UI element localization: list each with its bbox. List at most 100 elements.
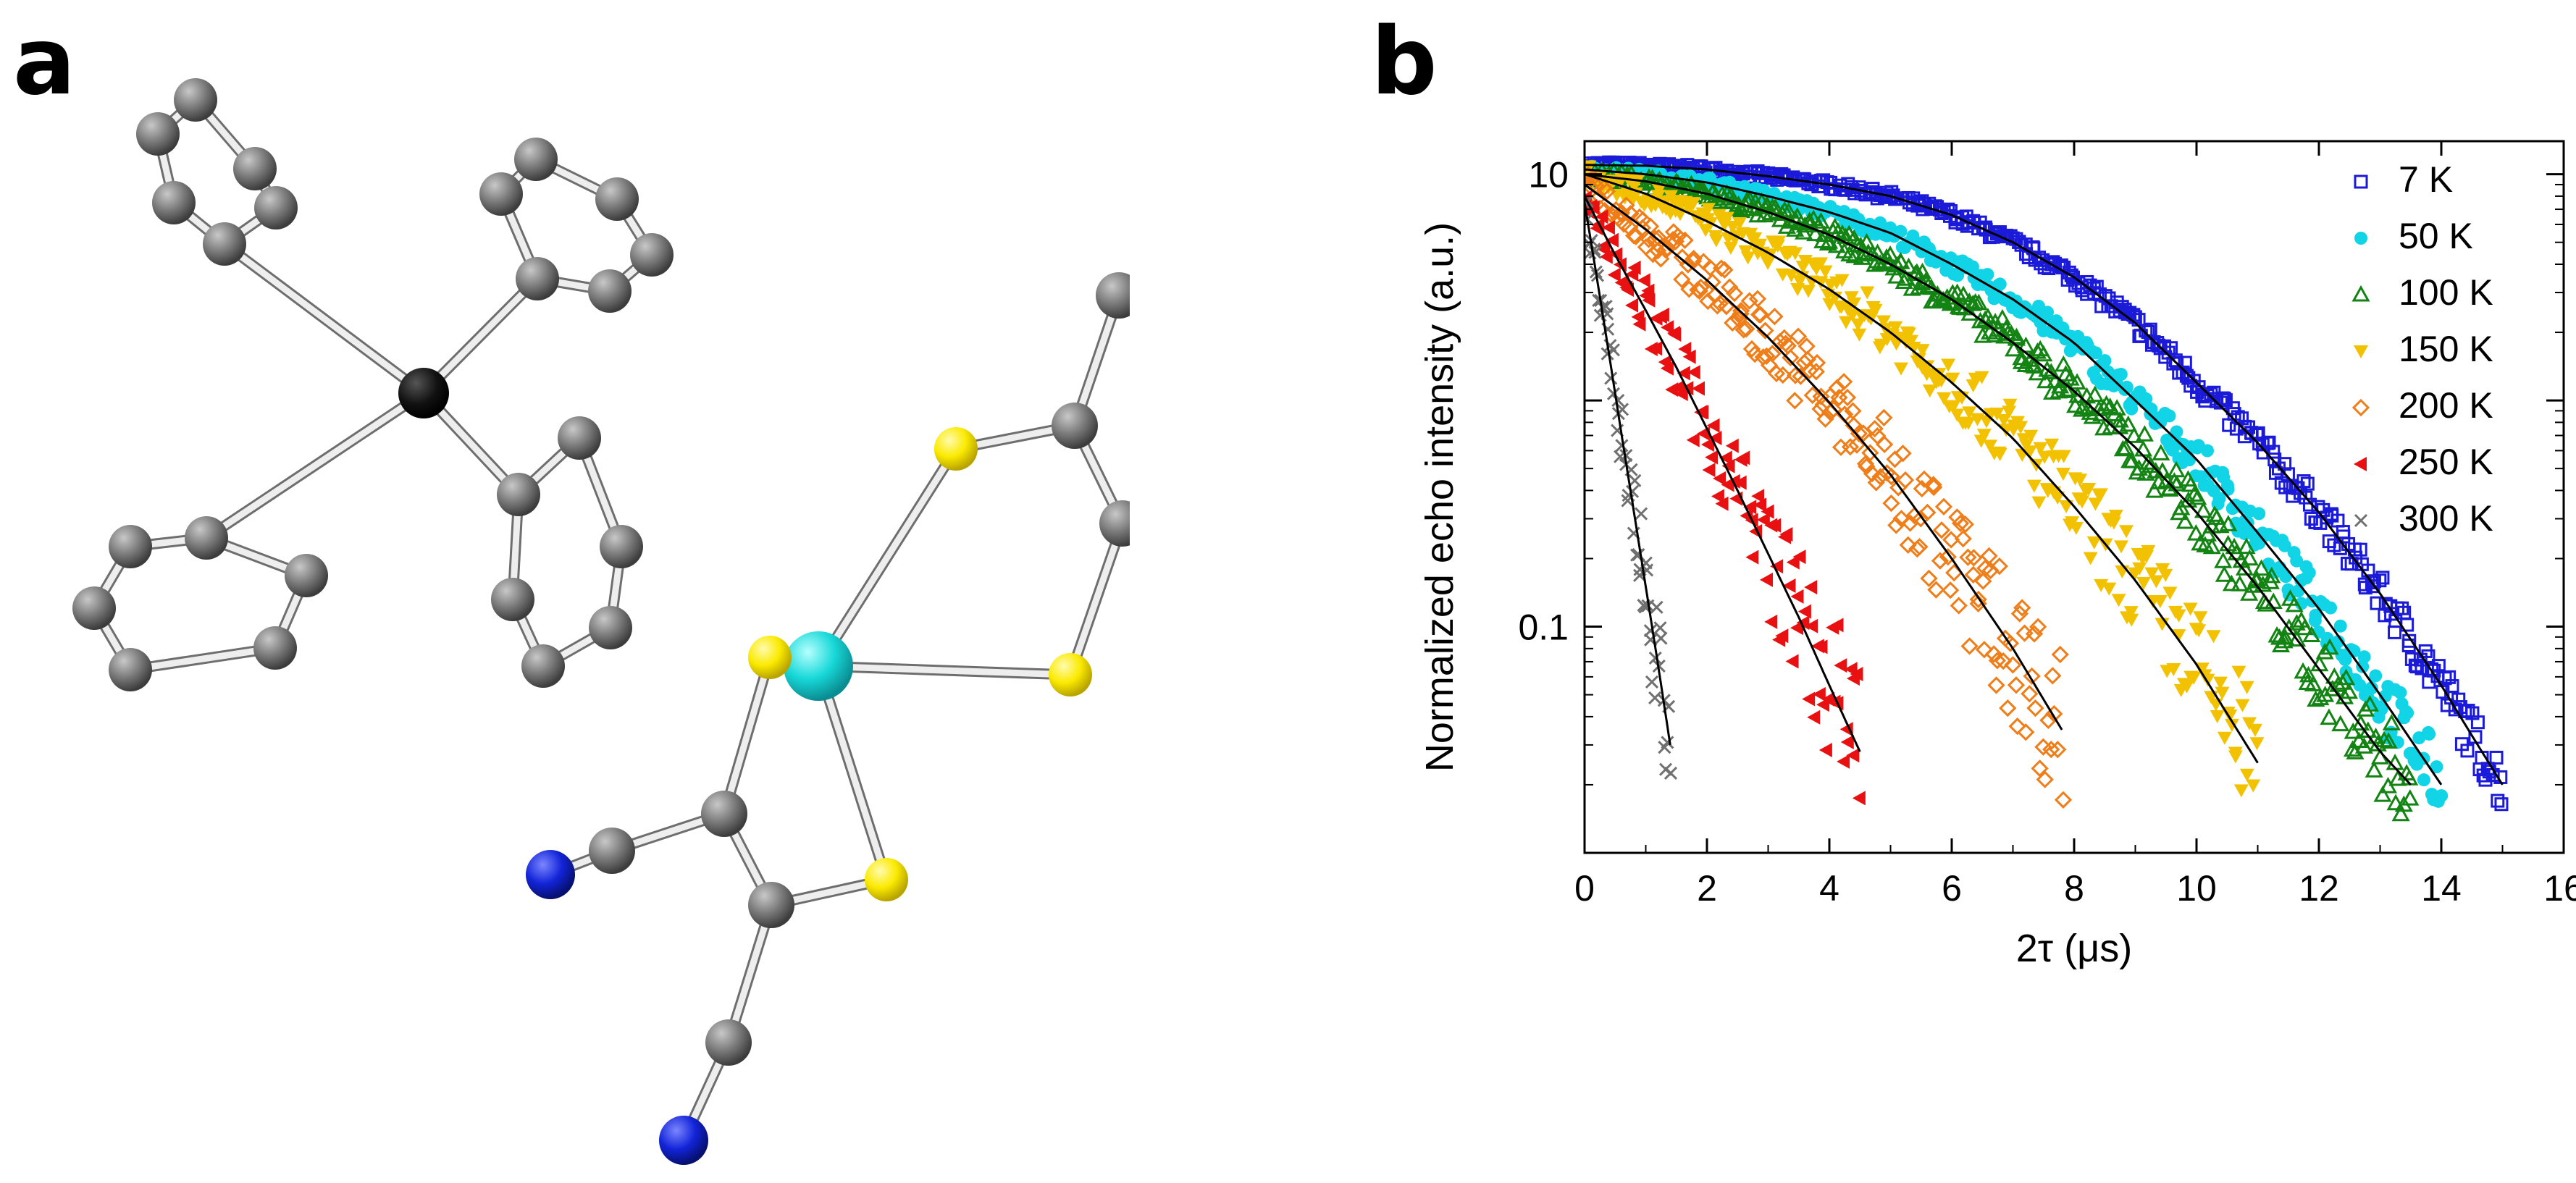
data-point xyxy=(1918,277,1938,293)
data-point xyxy=(1835,373,1853,391)
data-point xyxy=(2354,737,2373,754)
atom-S xyxy=(1049,653,1092,696)
data-point xyxy=(2110,411,2129,428)
data-point xyxy=(2217,392,2231,406)
data-point xyxy=(1852,328,1867,342)
data-point xyxy=(1965,549,1983,567)
data-point xyxy=(2299,490,2313,505)
data-point xyxy=(2303,497,2317,512)
data-point xyxy=(1808,353,1826,372)
data-point xyxy=(2050,491,2065,505)
data-point xyxy=(2073,473,2088,487)
data-point xyxy=(2210,710,2225,724)
legend-item: 150 K xyxy=(2354,329,2493,369)
data-point xyxy=(2033,442,2048,455)
data-point xyxy=(1673,270,1691,289)
data-point xyxy=(1874,216,1887,230)
data-point xyxy=(2375,702,2388,716)
data-point xyxy=(2051,376,2070,394)
data-point xyxy=(1753,238,1768,252)
data-point xyxy=(1882,494,1900,513)
data-point xyxy=(1702,463,1716,478)
data-point xyxy=(2336,525,2350,539)
data-point xyxy=(1782,578,1796,594)
atom-C xyxy=(588,269,632,313)
data-point xyxy=(2239,768,2254,782)
data-point xyxy=(1965,260,1979,274)
data-point xyxy=(2382,714,2401,731)
data-point xyxy=(1999,699,2017,717)
data-point xyxy=(2002,405,2017,419)
data-point xyxy=(1716,261,1734,279)
data-point xyxy=(2247,723,2262,737)
data-point xyxy=(1607,267,1621,282)
data-point xyxy=(1827,236,1846,253)
data-point xyxy=(2262,566,2281,584)
data-point xyxy=(1980,547,1998,565)
data-point xyxy=(2360,695,2379,712)
data-point xyxy=(1903,334,1918,348)
data-point xyxy=(1748,290,1767,308)
data-point xyxy=(2026,479,2042,493)
data-point xyxy=(2031,759,2049,778)
y-axis-label: Normalized echo intensity (a.u.) xyxy=(1418,222,1461,772)
fit-line xyxy=(1585,173,2412,786)
data-point xyxy=(2320,708,2338,725)
data-point xyxy=(1996,413,2011,427)
fit-line xyxy=(1585,202,1671,746)
data-point xyxy=(1644,245,1662,264)
data-point xyxy=(1611,394,1625,408)
data-point xyxy=(1852,791,1866,806)
data-point xyxy=(2296,474,2311,489)
data-point xyxy=(1975,641,1994,659)
data-point xyxy=(2401,706,2415,720)
data-point xyxy=(2185,485,2204,502)
data-point xyxy=(2094,578,2109,592)
data-point xyxy=(1599,249,1613,264)
data-point xyxy=(1860,286,1875,300)
atom-C xyxy=(497,473,540,516)
data-point xyxy=(2044,438,2060,452)
data-point xyxy=(2081,482,2097,496)
data-point xyxy=(2162,586,2178,600)
data-point xyxy=(2285,595,2304,612)
data-point xyxy=(1585,172,1593,188)
data-point xyxy=(1901,327,1916,341)
data-point xyxy=(1785,654,1799,669)
data-point xyxy=(1792,550,1806,565)
data-point xyxy=(2059,500,2074,513)
data-point xyxy=(1695,405,1709,420)
data-point xyxy=(1756,321,1774,340)
atom-C xyxy=(109,525,152,568)
atom-S xyxy=(748,636,792,679)
data-point xyxy=(1969,293,1988,311)
data-point xyxy=(1759,572,1773,587)
data-point xyxy=(1912,510,1930,528)
data-point xyxy=(2162,409,2176,423)
data-point xyxy=(2491,793,2505,808)
data-point xyxy=(2228,750,2243,764)
atom-C xyxy=(516,257,559,300)
data-point xyxy=(1866,419,1884,438)
data-point xyxy=(1771,235,1787,249)
data-point xyxy=(2373,786,2392,802)
data-point xyxy=(1653,621,1667,635)
data-point xyxy=(1981,268,1994,282)
data-point xyxy=(2337,668,2356,686)
data-point xyxy=(1784,269,1799,282)
data-point xyxy=(2045,704,2063,723)
legend-item: 300 K xyxy=(2354,498,2493,539)
data-point xyxy=(1818,743,1832,758)
data-point xyxy=(2249,737,2265,751)
atom-C xyxy=(285,554,328,597)
data-point xyxy=(1598,182,1616,201)
data-point xyxy=(2068,521,2084,535)
data-point xyxy=(2108,509,2123,523)
data-point xyxy=(1976,429,1992,442)
data-point xyxy=(2170,425,2183,439)
data-point xyxy=(1927,581,1945,599)
data-point xyxy=(1941,358,1956,372)
data-point xyxy=(1621,282,1635,298)
atom-S xyxy=(865,858,908,901)
atom-C xyxy=(701,791,747,837)
